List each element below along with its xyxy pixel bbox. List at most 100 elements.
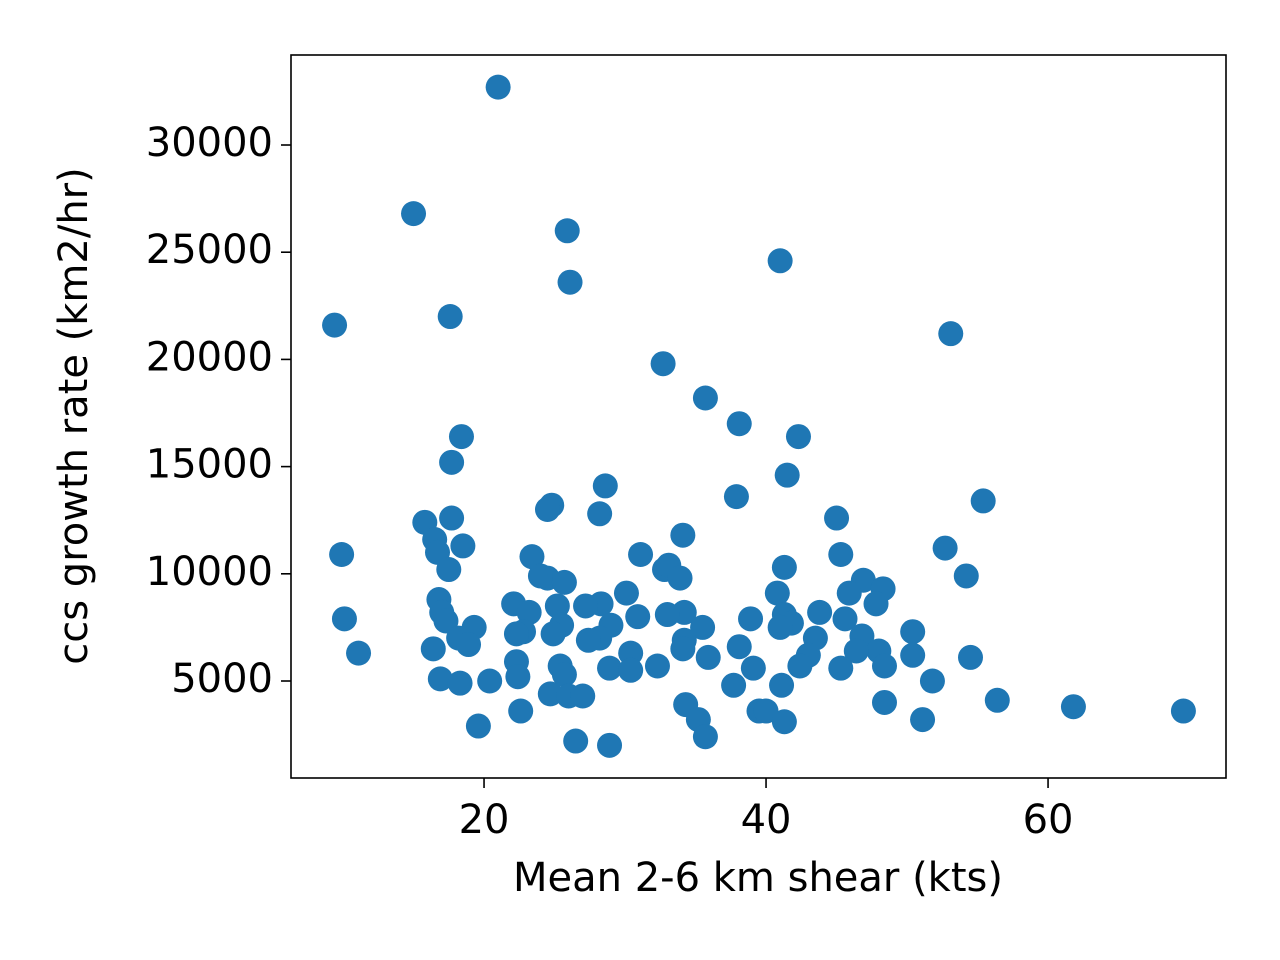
point [477, 668, 503, 694]
point [519, 544, 545, 570]
point [692, 724, 718, 750]
point [597, 655, 623, 681]
point [771, 554, 797, 580]
point [551, 569, 577, 595]
point [618, 657, 644, 683]
point [767, 614, 793, 640]
point [692, 385, 718, 411]
point [824, 505, 850, 531]
x-tick-label: 60 [1023, 797, 1074, 843]
point [628, 542, 654, 568]
x-tick-label: 20 [459, 797, 510, 843]
point [753, 698, 779, 724]
point [771, 709, 797, 735]
point [670, 522, 696, 548]
point [625, 604, 651, 630]
point [667, 565, 693, 591]
point [439, 449, 465, 475]
point [769, 672, 795, 698]
point [465, 713, 491, 739]
point [618, 640, 644, 666]
point [726, 634, 752, 660]
point [932, 535, 958, 561]
point [871, 653, 897, 679]
point [828, 542, 854, 568]
point [573, 593, 599, 619]
point [871, 689, 897, 715]
point [516, 599, 542, 625]
point [726, 411, 752, 437]
y-axis-label: ccs growth rate (km2/hr) [51, 167, 97, 664]
x-tick-label: 40 [741, 797, 792, 843]
point [900, 642, 926, 668]
point [900, 619, 926, 645]
y-tick-label: 30000 [146, 120, 273, 166]
point [1060, 694, 1086, 720]
plot-frame [290, 54, 1227, 779]
point [592, 473, 618, 499]
point [670, 636, 696, 662]
point [597, 732, 623, 758]
point [695, 644, 721, 670]
y-tick-label: 25000 [146, 227, 273, 273]
point [787, 653, 813, 679]
point [322, 312, 348, 338]
y-tick-label: 5000 [171, 656, 273, 702]
point [953, 563, 979, 589]
point [554, 218, 580, 244]
point [505, 664, 531, 690]
point [919, 668, 945, 694]
point [503, 621, 529, 647]
point [570, 683, 596, 709]
point [738, 606, 764, 632]
point [721, 672, 747, 698]
point [723, 484, 749, 510]
point [828, 655, 854, 681]
point [832, 606, 858, 632]
y-tick-label: 10000 [146, 549, 273, 595]
point [448, 424, 474, 450]
point [958, 644, 984, 670]
point [439, 505, 465, 531]
point [938, 321, 964, 347]
point [1170, 698, 1196, 724]
point [557, 269, 583, 295]
point [650, 351, 676, 377]
point [420, 636, 446, 662]
point [433, 608, 459, 634]
point [984, 687, 1010, 713]
point [563, 728, 589, 754]
point [767, 248, 793, 274]
point [785, 424, 811, 450]
point [331, 606, 357, 632]
point [427, 666, 453, 692]
point [575, 627, 601, 653]
point [436, 557, 462, 583]
point [740, 655, 766, 681]
point [807, 599, 833, 625]
point [910, 707, 936, 733]
point [843, 638, 869, 664]
point [534, 496, 560, 522]
point [551, 662, 577, 688]
point [970, 488, 996, 514]
point [329, 542, 355, 568]
point [654, 602, 680, 628]
point [508, 698, 534, 724]
point [346, 640, 372, 666]
y-tick-label: 15000 [146, 442, 273, 488]
point [540, 621, 566, 647]
point [437, 304, 463, 330]
point [774, 462, 800, 488]
point [450, 533, 476, 559]
y-tick-label: 20000 [146, 334, 273, 380]
point [401, 201, 427, 227]
point [537, 681, 563, 707]
x-axis-label: Mean 2-6 km shear (kts) [513, 855, 1003, 901]
point [644, 653, 670, 679]
point [836, 580, 862, 606]
point [447, 670, 473, 696]
point [456, 632, 482, 658]
